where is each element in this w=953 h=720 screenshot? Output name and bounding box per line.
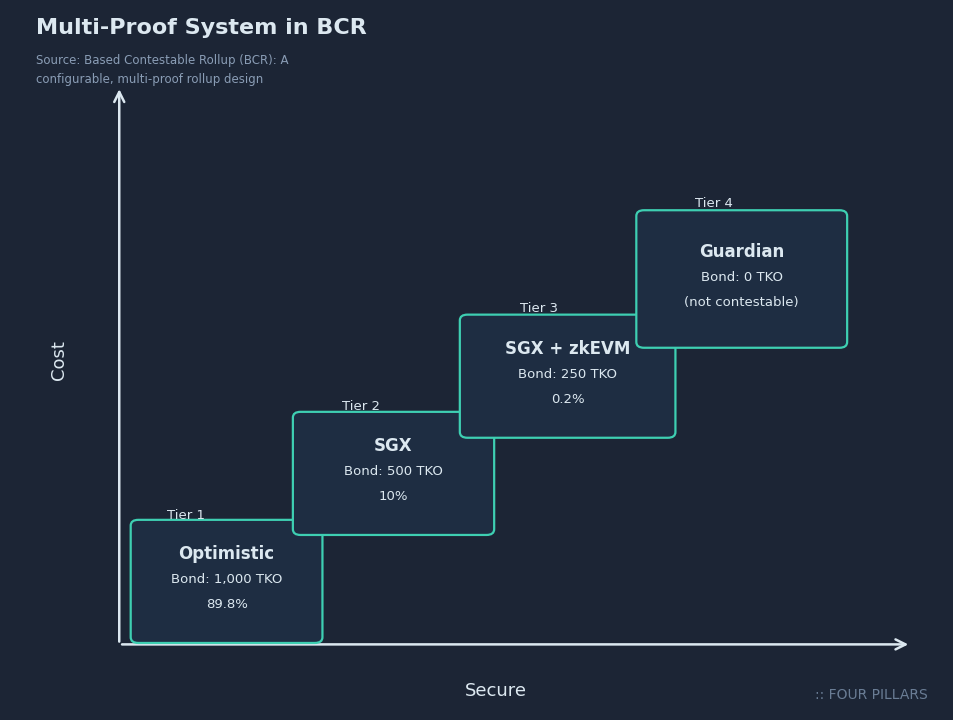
Text: Multi-Proof System in BCR: Multi-Proof System in BCR — [36, 18, 367, 38]
Text: SGX: SGX — [374, 437, 413, 455]
Text: Optimistic: Optimistic — [178, 545, 274, 563]
Text: Bond: 250 TKO: Bond: 250 TKO — [517, 368, 617, 382]
Text: (not contestable): (not contestable) — [683, 295, 799, 309]
Text: Guardian: Guardian — [699, 243, 783, 261]
FancyBboxPatch shape — [131, 520, 322, 643]
Text: Cost: Cost — [51, 340, 68, 380]
Text: :: FOUR PILLARS: :: FOUR PILLARS — [814, 688, 926, 702]
Text: Tier 2: Tier 2 — [341, 400, 379, 413]
Text: Source: Based Contestable Rollup (BCR): A
configurable, multi-proof rollup desig: Source: Based Contestable Rollup (BCR): … — [36, 54, 289, 86]
Text: Tier 3: Tier 3 — [519, 302, 558, 315]
Text: Bond: 1,000 TKO: Bond: 1,000 TKO — [171, 573, 282, 587]
FancyBboxPatch shape — [459, 315, 675, 438]
FancyBboxPatch shape — [293, 412, 494, 535]
Text: 0.2%: 0.2% — [550, 392, 584, 406]
Text: Secure: Secure — [465, 683, 526, 700]
Text: SGX + zkEVM: SGX + zkEVM — [504, 340, 630, 358]
Text: Bond: 500 TKO: Bond: 500 TKO — [344, 465, 442, 479]
Text: Bond: 0 TKO: Bond: 0 TKO — [700, 271, 781, 284]
Text: 89.8%: 89.8% — [206, 598, 247, 611]
FancyBboxPatch shape — [636, 210, 846, 348]
Text: 10%: 10% — [378, 490, 408, 503]
Text: Tier 1: Tier 1 — [167, 509, 205, 522]
Text: Tier 4: Tier 4 — [694, 197, 732, 210]
